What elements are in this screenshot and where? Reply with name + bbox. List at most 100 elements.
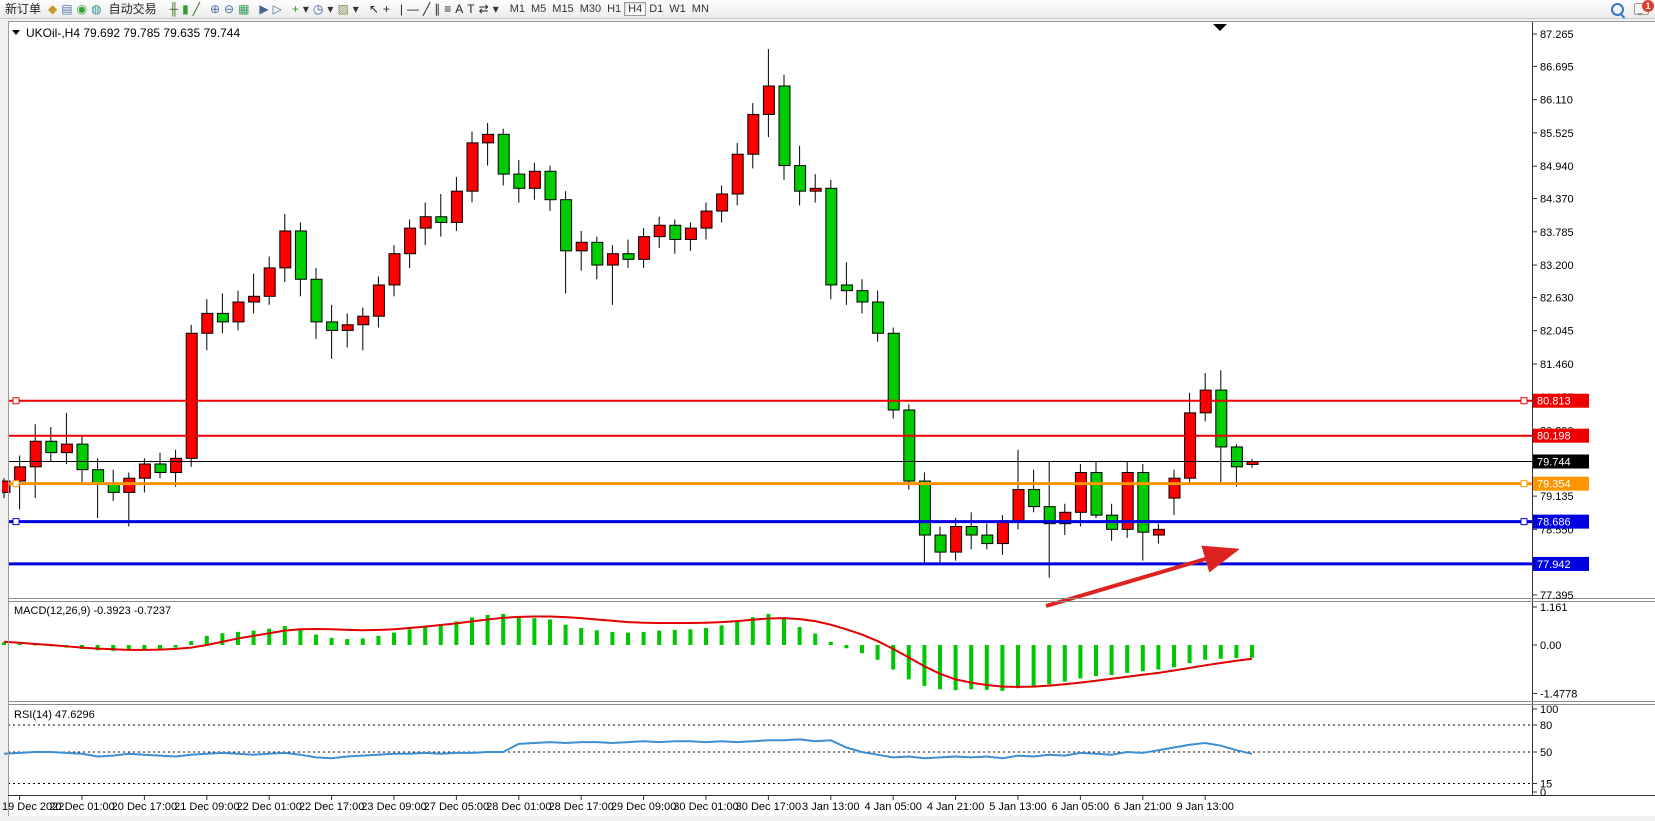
time-tick-label: 19 Dec 2022 [2, 801, 64, 813]
profiles-icon[interactable]: ◆ [48, 2, 58, 16]
fibonacci-icon[interactable]: ≡ [444, 2, 452, 16]
candle-body [887, 332, 900, 411]
candle-body [1012, 489, 1025, 522]
candle-body [482, 133, 495, 144]
price-tick-label: 83.785 [1540, 227, 1574, 239]
text-icon[interactable]: A [455, 2, 464, 16]
macd-histogram-bar [173, 645, 178, 648]
signal-icon[interactable]: ◉ [76, 2, 88, 16]
price-tick-label: 77.395 [1540, 590, 1574, 602]
macd-tick-label: 0.00 [1540, 640, 1561, 652]
channel-icon[interactable]: ∥ [434, 2, 441, 16]
candle-body [638, 236, 651, 260]
time-tick-label: 22 Dec 17:00 [299, 801, 364, 813]
timeframe-button-m15[interactable]: M15 [552, 3, 574, 15]
timeframe-button-m5[interactable]: M5 [531, 3, 547, 15]
autotrade-globe-icon[interactable]: ◍ [91, 2, 102, 16]
line-handle[interactable] [12, 518, 20, 526]
price-badge-box [1533, 393, 1589, 408]
price-tick-label: 83.200 [1540, 260, 1574, 272]
candle-body [622, 253, 635, 260]
candle-body [404, 227, 417, 255]
candle-body [606, 253, 619, 266]
candle-body [248, 295, 261, 303]
market-watch-icon[interactable]: ▤ [61, 2, 73, 16]
timeframe-button-h1[interactable]: H1 [607, 3, 622, 15]
crosshair-icon[interactable]: + [382, 2, 390, 16]
collapse-triangle-icon[interactable] [12, 30, 20, 35]
line-handle[interactable] [1520, 397, 1528, 405]
macd-histogram-bar [1047, 645, 1052, 685]
template-icon[interactable]: ▨ [337, 2, 349, 16]
candlestick-chart-icon[interactable]: ▮ [182, 2, 189, 16]
rsi-pane [3, 724, 1532, 784]
macd-histogram-bar [345, 639, 350, 645]
autotrade-button[interactable]: 自动交易 [108, 2, 157, 16]
time-tick-label: 28 Dec 17:00 [548, 801, 613, 813]
timeframe-button-d1[interactable]: D1 [649, 3, 664, 15]
line-handle[interactable] [1520, 518, 1528, 526]
macd-label: MACD(12,26,9) -0.3923 -0.7237 [14, 605, 171, 617]
arrows-icon[interactable]: ⇄ [478, 2, 489, 16]
line-handle[interactable] [1520, 480, 1528, 488]
candle-body [575, 241, 588, 252]
cursor-icon[interactable]: ↖ [368, 2, 379, 16]
text-label-icon[interactable]: T [467, 2, 475, 16]
trend-arrow-annotation[interactable] [1045, 545, 1240, 608]
chart-shift-icon[interactable]: ▷ [272, 2, 282, 16]
rsi-line [3, 738, 1253, 760]
macd-histogram-bar [906, 645, 911, 680]
vertical-line-icon[interactable]: | [399, 2, 404, 16]
timeframe-button-m30[interactable]: M30 [579, 3, 602, 15]
candle-body [1215, 389, 1228, 448]
candle-body [528, 170, 541, 189]
timeframe-button-m1[interactable]: M1 [509, 3, 525, 15]
chat-icon[interactable]: 1 [1634, 0, 1654, 16]
line-chart-icon[interactable]: ╱ [192, 2, 200, 16]
candle-body [185, 332, 198, 459]
indicator-caret-icon[interactable]: ▾ [302, 2, 309, 16]
macd-histogram-bar [220, 633, 225, 645]
candle-body [1152, 528, 1165, 536]
zoom-in-icon[interactable]: ⊕ [209, 2, 220, 16]
macd-histogram-bar [579, 627, 584, 645]
trendline-icon[interactable]: ╱ [423, 2, 431, 16]
macd-histogram-bar [142, 645, 147, 650]
macd-histogram-bar [1250, 645, 1254, 658]
template-caret-icon[interactable]: ▾ [352, 2, 359, 16]
tile-windows-icon[interactable]: ▦ [238, 2, 250, 16]
search-icon[interactable] [1611, 2, 1624, 16]
candlestick-series [2, 49, 1259, 578]
arrows-caret-icon[interactable]: ▾ [492, 2, 499, 16]
timeframe-button-mn[interactable]: MN [691, 3, 709, 15]
period-caret-icon[interactable]: ▾ [327, 2, 334, 16]
price-tick-label: 86.110 [1540, 95, 1573, 107]
window-bottom-strip [0, 816, 1655, 821]
timeframe-button-w1[interactable]: W1 [669, 3, 686, 15]
price-tick-label: 82.045 [1540, 326, 1574, 338]
candle-body [1059, 511, 1072, 525]
auto-scroll-icon[interactable]: ▶ [259, 2, 269, 16]
macd-pane [2, 613, 1254, 691]
candle-body [840, 284, 853, 292]
macd-histogram-bar [1140, 645, 1145, 672]
bar-chart-icon[interactable]: ╫ [169, 2, 179, 16]
macd-histogram-bar [1094, 645, 1098, 677]
price-tick-label: 86.695 [1540, 61, 1574, 73]
zoom-out-icon[interactable]: ⊖ [224, 2, 235, 16]
period-clock-icon[interactable]: ◷ [312, 2, 324, 16]
candle-body [1184, 412, 1197, 479]
line-handle[interactable] [12, 480, 20, 488]
add-indicator-icon[interactable]: + [291, 2, 299, 16]
candle-body [950, 526, 963, 553]
timeframe-button-h4[interactable]: H4 [624, 2, 647, 16]
macd-histogram-bar [672, 629, 677, 645]
macd-histogram-bar [828, 641, 833, 645]
candle-body [216, 312, 229, 323]
macd-histogram-bar [548, 619, 552, 645]
horizontal-line-icon[interactable]: — [407, 2, 420, 16]
line-handle[interactable] [12, 397, 20, 405]
time-tick-label: 20 Dec 17:00 [112, 801, 177, 813]
new-order-button[interactable]: 新订单 [5, 2, 42, 16]
